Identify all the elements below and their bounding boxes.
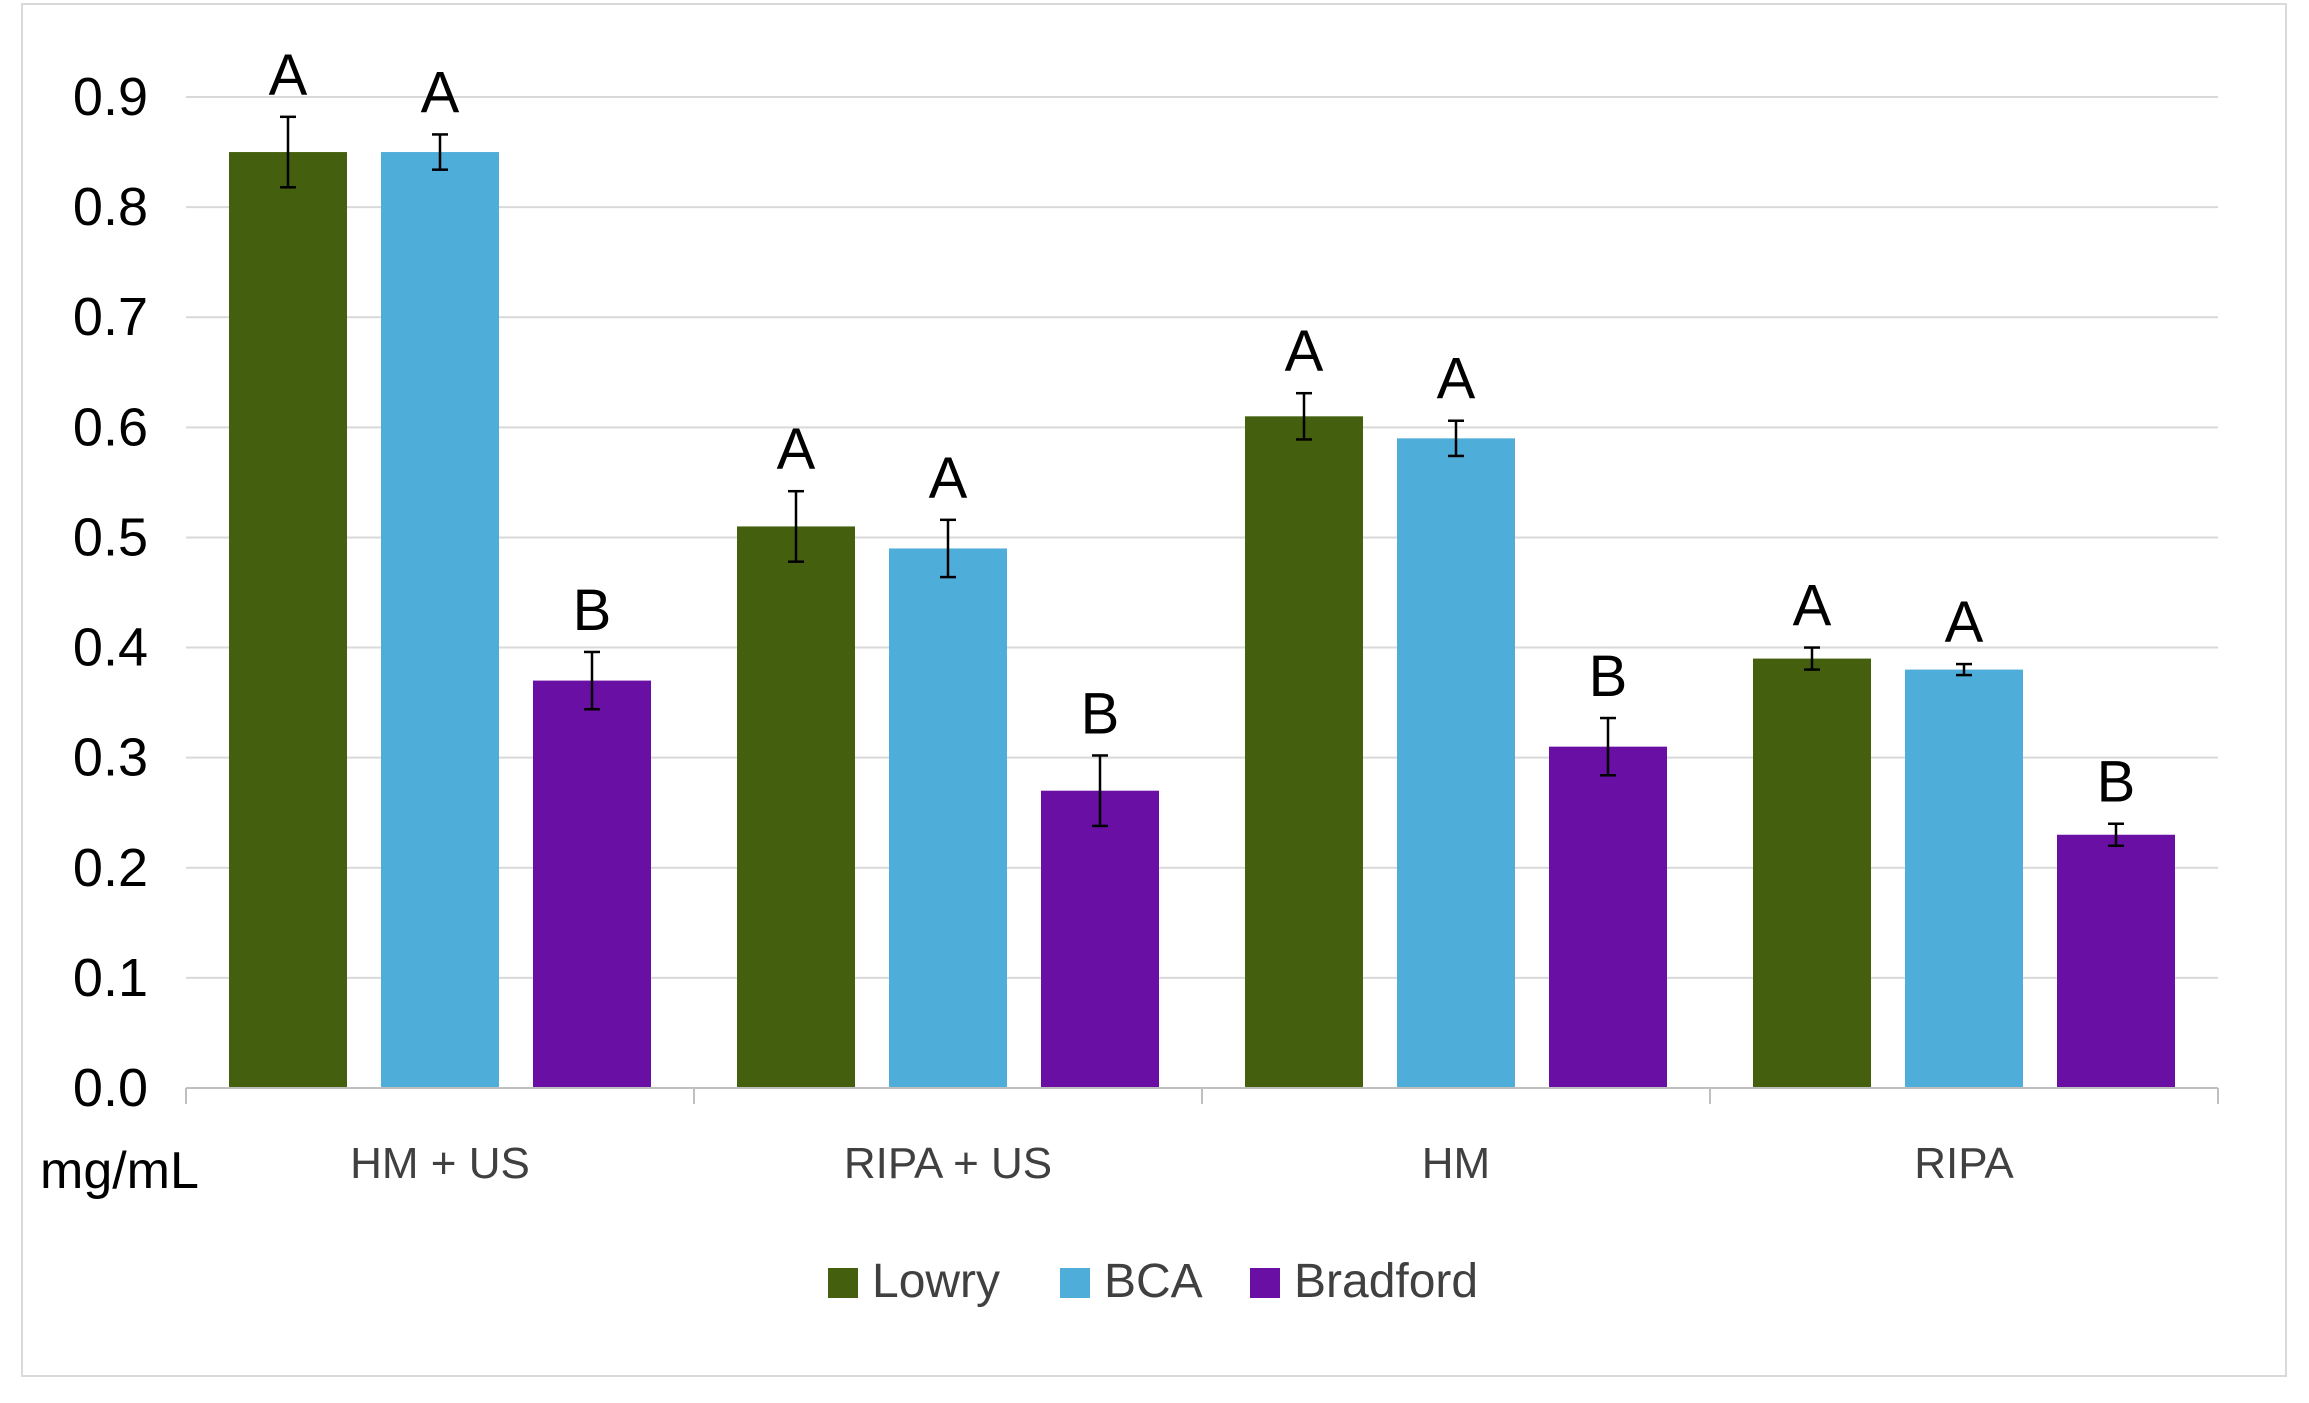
y-tick-label: 0.8 xyxy=(73,177,148,237)
legend-label: BCA xyxy=(1104,1255,1203,1308)
legend-swatch xyxy=(1060,1268,1090,1298)
significance-letter: A xyxy=(1793,574,1832,639)
y-tick-label: 0.4 xyxy=(73,618,148,678)
x-tick-label: HM xyxy=(1422,1139,1490,1188)
significance-letter: B xyxy=(1589,644,1628,709)
legend-label: Lowry xyxy=(872,1255,1000,1308)
axes: 0.0 0.1 0.2 0.3 0.4 0.5 0.6 0.7 0.8 0.9 HM + US RIP… xyxy=(73,67,2219,1188)
legend: Lowry BCA Bradford xyxy=(828,1255,1478,1308)
bar xyxy=(381,152,499,1089)
bar xyxy=(889,548,1007,1088)
legend-swatch xyxy=(828,1268,858,1298)
significance-letter: A xyxy=(777,417,816,482)
y-tick-label: 0.6 xyxy=(73,397,148,457)
significance-letter: A xyxy=(1945,590,1984,655)
error-bars xyxy=(280,115,2124,848)
bar xyxy=(1397,438,1515,1088)
bar xyxy=(737,526,855,1088)
legend-swatch xyxy=(1250,1268,1280,1298)
bar xyxy=(1245,416,1363,1088)
x-tick-label: HM + US xyxy=(350,1139,530,1188)
gridlines xyxy=(186,96,2218,979)
significance-letter: A xyxy=(269,43,308,108)
bar xyxy=(1549,746,1667,1088)
significance-letter: A xyxy=(421,60,460,125)
bars xyxy=(229,152,2175,1089)
y-tick-label: 0.9 xyxy=(73,67,148,127)
y-tick-label: 0.3 xyxy=(73,728,148,788)
y-tick-label: 0.7 xyxy=(73,287,148,347)
significance-letter: A xyxy=(1437,347,1476,412)
significance-letter: B xyxy=(2097,750,2136,815)
significance-letter: A xyxy=(1285,319,1324,384)
bar xyxy=(533,680,651,1088)
legend-label: Bradford xyxy=(1294,1255,1478,1308)
bar xyxy=(1041,790,1159,1088)
x-tick-label: RIPA xyxy=(1914,1139,2014,1188)
x-tick-label: RIPA + US xyxy=(844,1139,1052,1188)
significance-letters: A A B A A B A A B A A B xyxy=(269,43,2136,815)
bar xyxy=(229,152,347,1089)
y-tick-label: 0.5 xyxy=(73,507,148,567)
bar xyxy=(1753,658,1871,1088)
y-tick-label: 0.0 xyxy=(73,1058,148,1118)
bar xyxy=(2057,834,2175,1088)
significance-letter: B xyxy=(1081,681,1120,746)
significance-letter: B xyxy=(573,578,612,643)
bar xyxy=(1905,669,2023,1088)
significance-letter: A xyxy=(929,446,968,511)
y-tick-label: 0.2 xyxy=(73,838,148,898)
y-tick-label: 0.1 xyxy=(73,948,148,1008)
y-axis-label: mg/mL xyxy=(40,1142,199,1200)
